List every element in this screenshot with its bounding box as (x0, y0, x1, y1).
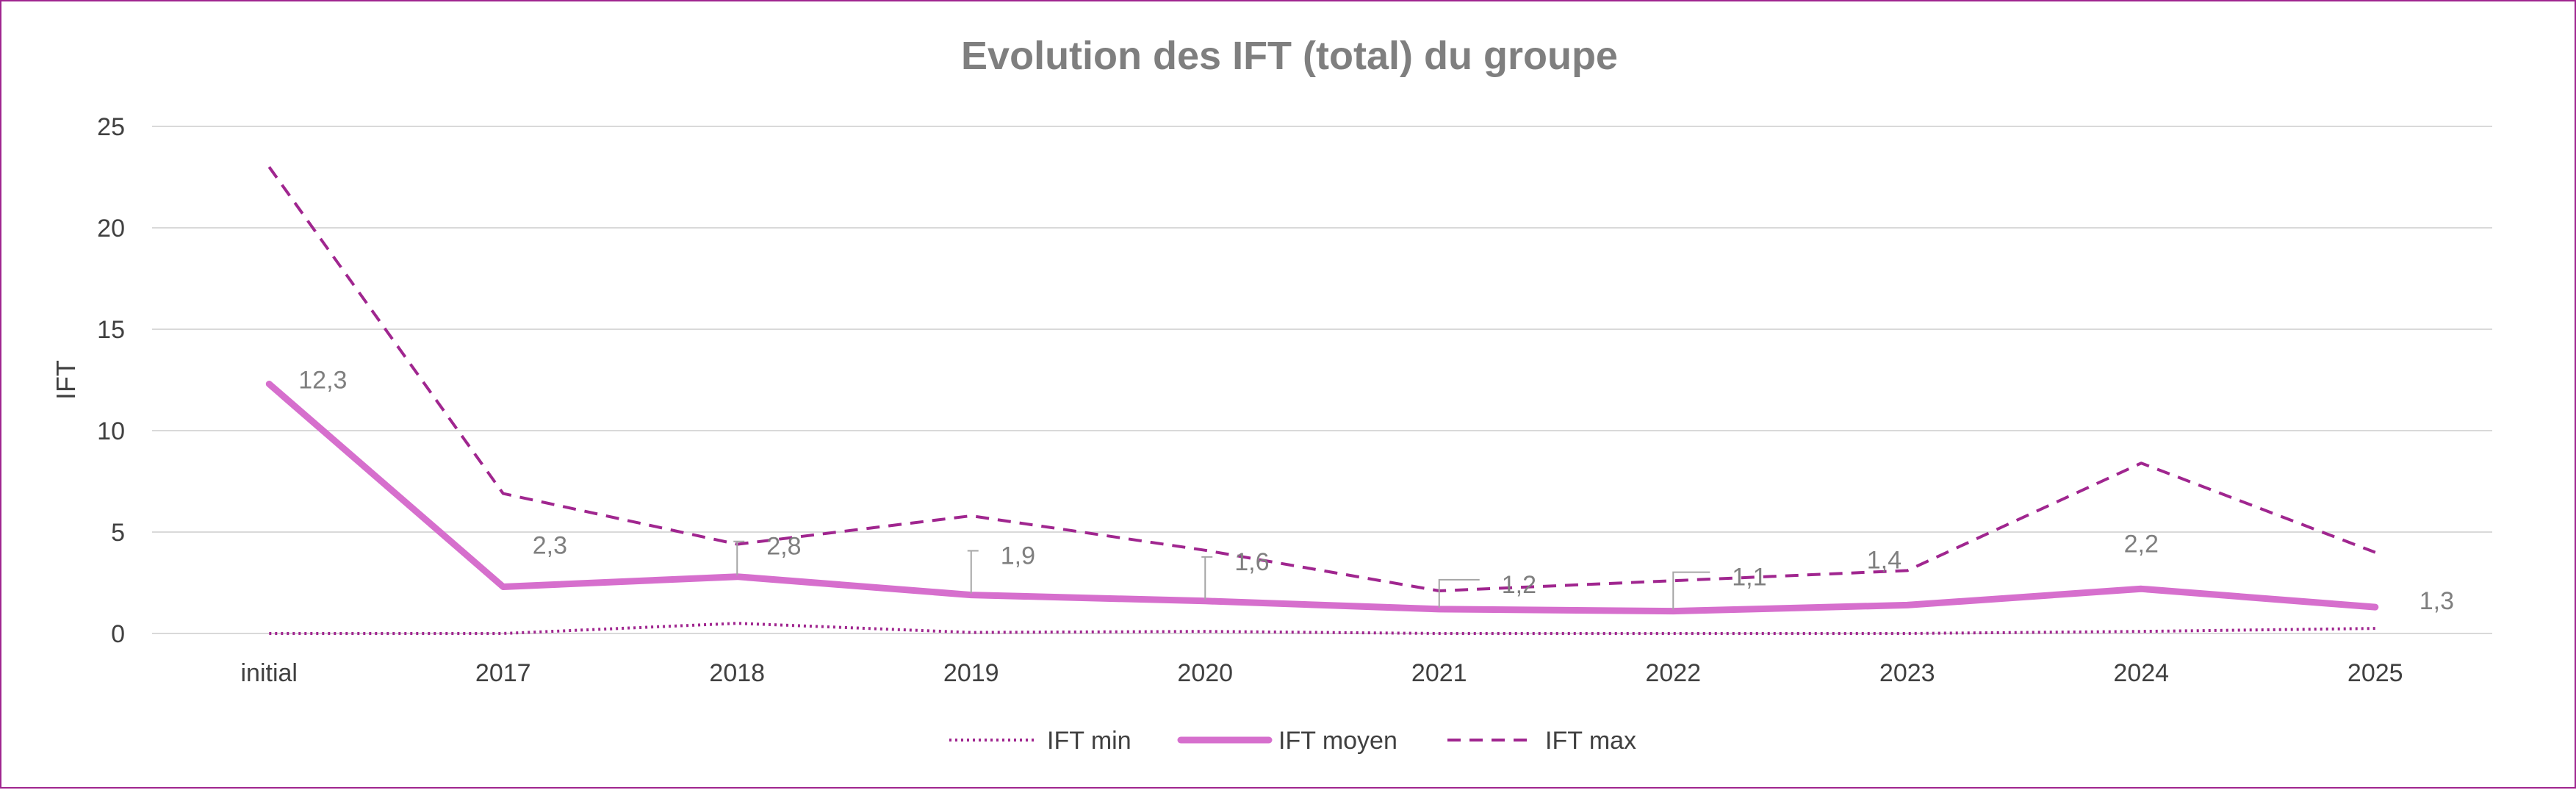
y-tick-label: 10 (97, 417, 125, 445)
x-tick-label: 2025 (2347, 659, 2403, 687)
data-label: 2,2 (2124, 530, 2159, 558)
y-tick-label: 15 (97, 316, 125, 344)
legend: IFT min IFT moyen IFT max (949, 727, 1636, 755)
y-axis-title: IFT (51, 360, 81, 400)
data-label: 2,8 (766, 533, 801, 561)
data-label: 1,1 (1732, 564, 1766, 592)
data-label: 1,4 (1867, 546, 1902, 574)
legend-label: IFT moyen (1278, 727, 1397, 755)
data-label: 1,2 (1502, 571, 1536, 599)
series-line-ift-min (269, 622, 2375, 635)
y-tick-label: 5 (111, 519, 125, 547)
data-labels: 12,3 2,3 2,8 1,9 1,6 1,2 1,1 1,4 2,2 1,3 (298, 367, 2454, 616)
series-line-ift-moyen (265, 381, 2379, 615)
x-tick-label: 2022 (1645, 659, 1701, 687)
legend-label: IFT min (1047, 727, 1132, 755)
x-tick-labels: initial 2017 2018 2019 2020 2021 2022 2023 2024 2… (241, 659, 2403, 687)
x-tick-label: 2017 (475, 659, 531, 687)
x-tick-label: 2020 (1177, 659, 1233, 687)
data-label: 2,3 (533, 532, 567, 560)
data-label: 1,3 (2420, 587, 2454, 615)
data-label: 1,9 (1001, 542, 1035, 570)
x-tick-label: 2023 (1879, 659, 1935, 687)
x-tick-label: 2024 (2113, 659, 2169, 687)
data-label-leader (1201, 556, 1213, 600)
gridlines (152, 126, 2492, 634)
y-tick-label: 20 (97, 215, 125, 243)
series-line-ift-max (267, 166, 2376, 592)
x-tick-label: 2019 (943, 659, 999, 687)
data-label: 1,6 (1234, 548, 1269, 576)
chart-title: Evolution des IFT (total) du groupe (961, 34, 1618, 78)
x-tick-label: initial (241, 659, 298, 687)
y-tick-labels: 0 5 10 15 20 25 (97, 113, 125, 648)
x-tick-label: 2018 (709, 659, 765, 687)
data-label-leader (1438, 578, 1480, 608)
x-tick-label: 2021 (1411, 659, 1467, 687)
y-tick-label: 0 (111, 620, 125, 648)
data-label-leader (733, 540, 745, 575)
data-label: 12,3 (298, 367, 347, 395)
legend-label: IFT max (1545, 727, 1636, 755)
y-tick-label: 25 (97, 113, 125, 141)
data-label-leader (967, 550, 979, 594)
data-label-leader (1672, 571, 1710, 610)
series-lines (265, 166, 2379, 635)
